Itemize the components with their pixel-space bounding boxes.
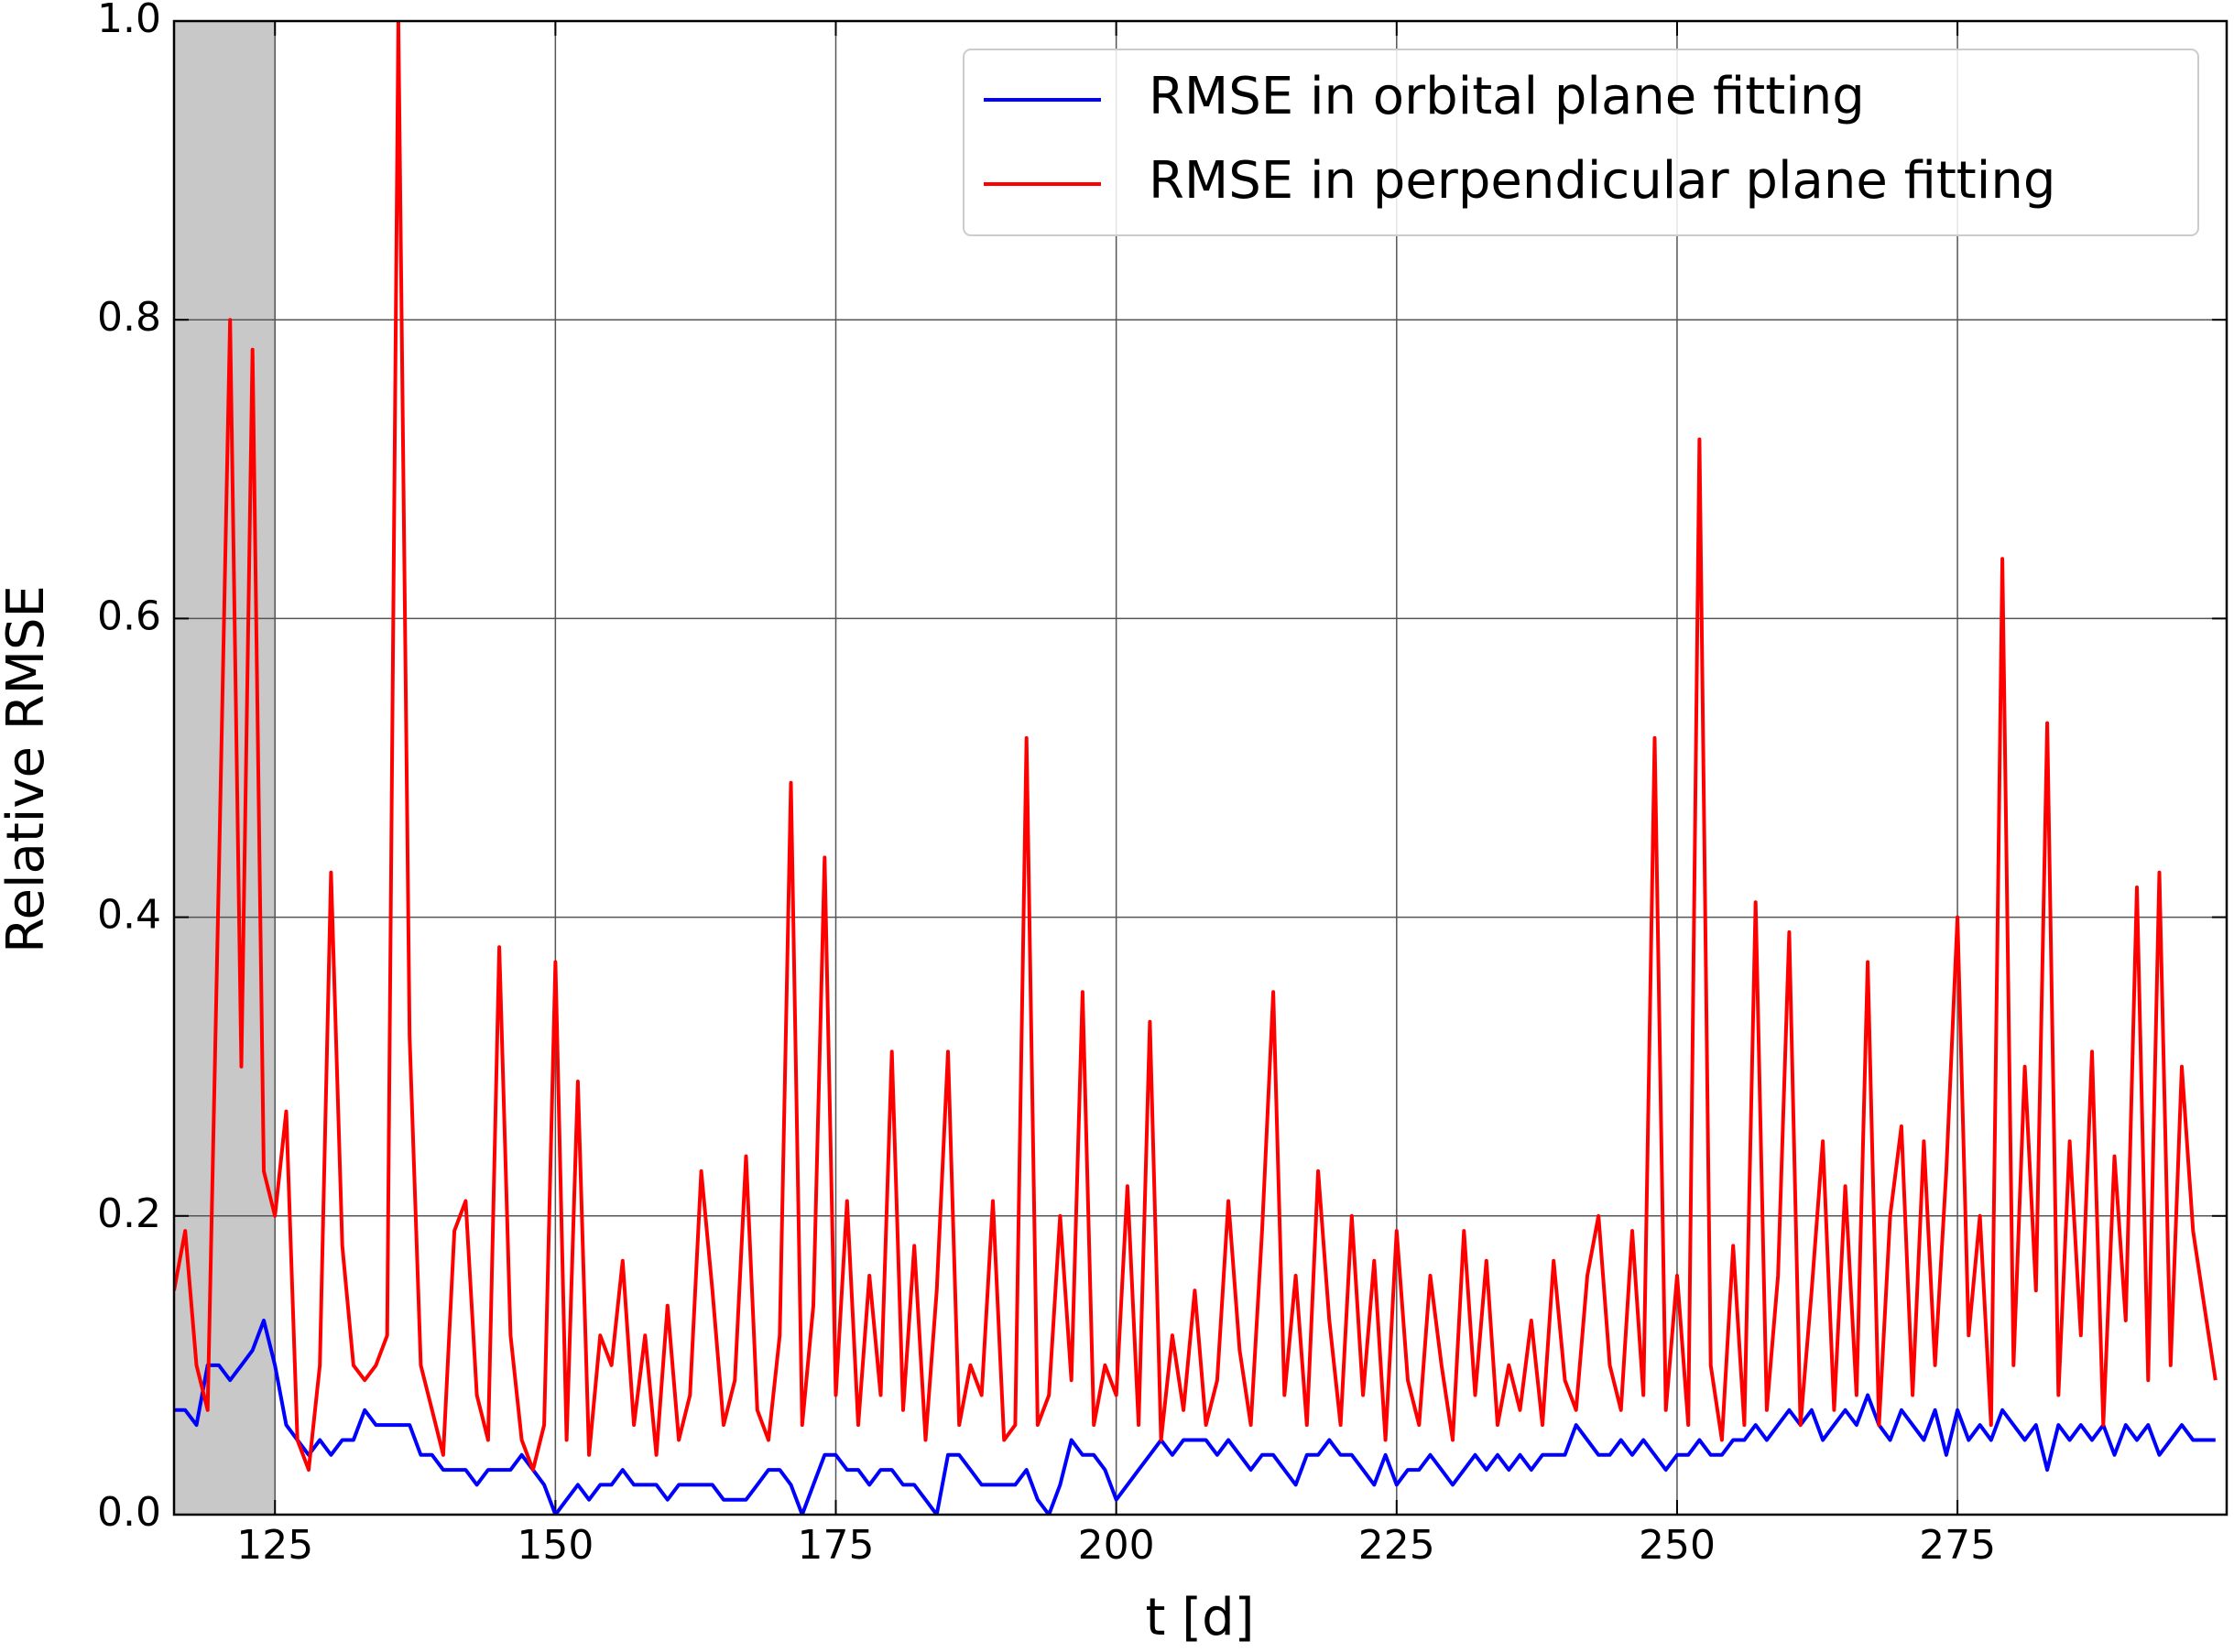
y-axis-label: Relative RMSE	[0, 585, 56, 953]
y-tick-label: 0.0	[97, 1489, 161, 1536]
x-tick-label: 225	[1358, 1522, 1435, 1569]
y-tick-label: 0.6	[97, 592, 161, 639]
x-tick-label: 250	[1639, 1522, 1716, 1569]
x-tick-label: 125	[236, 1522, 313, 1569]
x-axis-label: t [d]	[1146, 1588, 1255, 1647]
legend-box	[963, 49, 2199, 236]
legend-label: RMSE in perpendicular plane fitting	[1149, 151, 2055, 211]
x-tick-label: 200	[1078, 1522, 1155, 1569]
legend-label: RMSE in orbital plane fitting	[1149, 67, 1865, 126]
series-line	[174, 21, 2218, 1473]
y-tick-label: 1.0	[97, 0, 161, 42]
x-tick-label: 175	[798, 1522, 875, 1569]
y-tick-label: 0.8	[97, 294, 161, 341]
series-line	[174, 1319, 2216, 1515]
x-tick-label: 275	[1919, 1522, 1996, 1569]
x-tick-label: 150	[517, 1522, 594, 1569]
y-tick-label: 0.4	[97, 892, 161, 939]
y-tick-label: 0.2	[97, 1190, 161, 1237]
plot-frame	[172, 19, 2229, 1516]
